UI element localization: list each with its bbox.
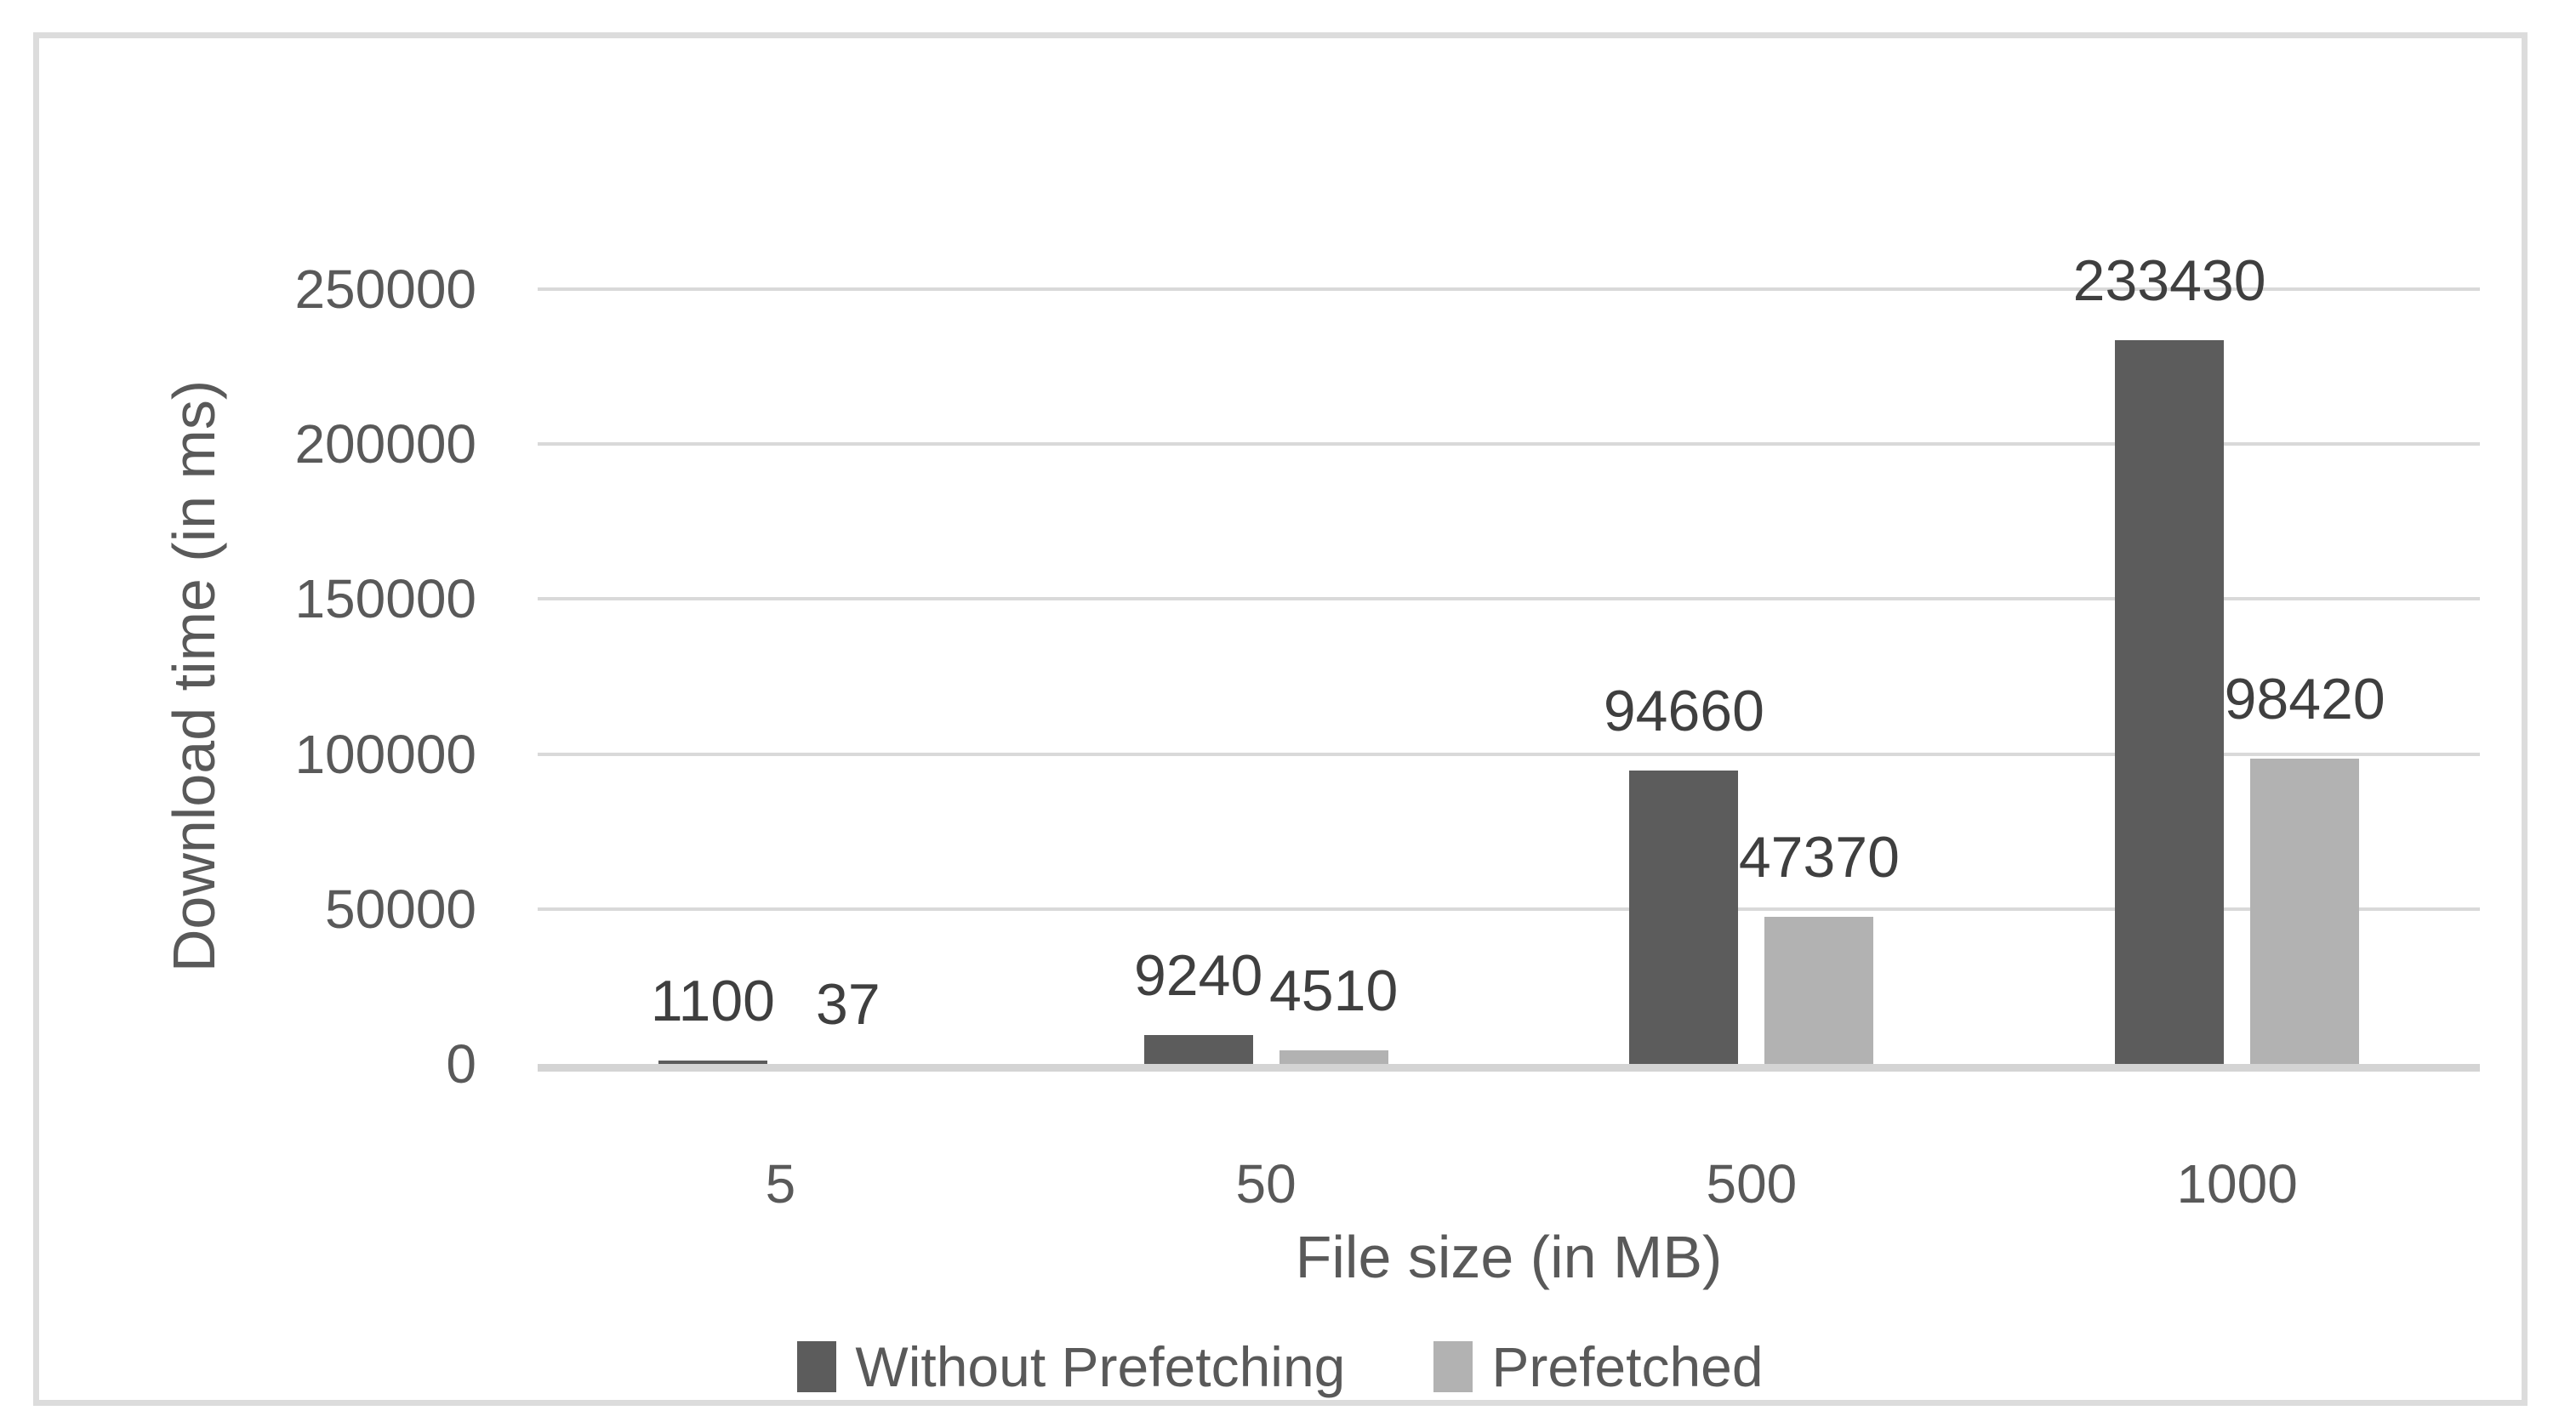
bar-prefetched — [2250, 759, 2360, 1064]
legend-item-without-prefetching: Without Prefetching — [797, 1333, 1345, 1401]
gridline — [538, 287, 2480, 291]
y-axis-tick-label: 250000 — [294, 259, 476, 320]
y-axis-tick-label: 150000 — [294, 568, 476, 630]
bar-prefetched — [1764, 917, 1874, 1064]
data-label: 4510 — [1268, 958, 1399, 1023]
data-label: 47370 — [1738, 825, 1900, 890]
bar-without-prefetching — [1143, 1035, 1253, 1064]
bar-without-prefetching — [2115, 340, 2225, 1064]
data-label: 94660 — [1603, 679, 1764, 744]
gridline — [538, 442, 2480, 447]
data-label: 9240 — [1133, 943, 1263, 1009]
legend-marker-square-icon — [797, 1341, 837, 1392]
legend: Without Prefetching Prefetched — [33, 1328, 2528, 1405]
data-label: 233430 — [2072, 248, 2266, 314]
x-category-label: 1000 — [2176, 1153, 2298, 1214]
y-axis-tick-label: 200000 — [294, 413, 476, 475]
y-axis-tick-label: 0 — [446, 1033, 476, 1095]
legend-item-prefetched: Prefetched — [1433, 1333, 1764, 1401]
gridline — [538, 752, 2480, 756]
data-label: 37 — [816, 971, 881, 1037]
legend-marker-square-icon — [1433, 1341, 1473, 1392]
x-category-label: 50 — [1235, 1153, 1297, 1214]
legend-label: Without Prefetching — [855, 1335, 1346, 1398]
data-label: 1100 — [650, 968, 775, 1033]
x-axis-title: File size (in MB) — [1295, 1224, 1723, 1290]
y-axis-tick-label: 100000 — [294, 723, 476, 785]
x-axis-line — [538, 1064, 2480, 1072]
gridline — [538, 907, 2480, 911]
bar-without-prefetching — [1629, 771, 1739, 1064]
bar-prefetched — [1279, 1049, 1388, 1064]
bar-without-prefetching — [658, 1060, 767, 1064]
data-label: 98420 — [2224, 667, 2385, 732]
x-category-label: 500 — [1706, 1153, 1798, 1214]
legend-label: Prefetched — [1491, 1335, 1764, 1398]
x-category-label: 5 — [765, 1153, 796, 1214]
chart-frame — [33, 32, 2528, 1406]
y-axis-tick-label: 50000 — [325, 878, 476, 940]
gridline — [538, 597, 2480, 601]
